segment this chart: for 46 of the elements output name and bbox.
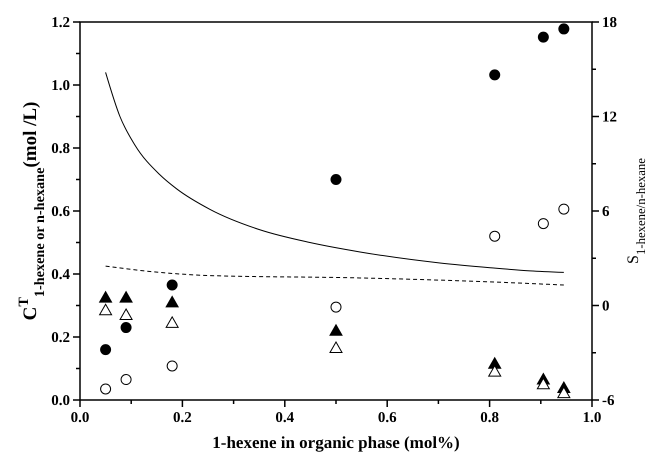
point	[166, 316, 179, 328]
line-series	[105, 266, 564, 286]
y-tick-label: 0.2	[51, 330, 70, 346]
point	[120, 374, 132, 386]
point	[488, 365, 502, 377]
point	[538, 32, 549, 43]
point	[100, 344, 112, 356]
x-axis-title: 1-hexene in organic phase (mol%)	[212, 433, 460, 452]
point	[489, 69, 500, 80]
y2-tick-label: 18	[602, 15, 617, 31]
x-tick-label: 0.2	[173, 410, 192, 426]
y-tick-label: 0.0	[51, 393, 70, 409]
point	[120, 308, 133, 320]
y2-tick-label: 12	[602, 110, 617, 126]
point	[99, 291, 112, 303]
point	[536, 378, 550, 390]
point	[99, 304, 112, 316]
point	[558, 23, 570, 34]
y-tick-label: 1.0	[51, 78, 70, 94]
point	[100, 383, 112, 394]
x-tick-label: 1.0	[582, 410, 602, 426]
y2-tick-label: -6	[602, 393, 615, 409]
x-tick-label: 0.4	[275, 410, 295, 426]
point	[330, 324, 342, 336]
point	[330, 174, 342, 185]
point	[489, 230, 500, 242]
point	[120, 322, 132, 334]
y-tick-label: 1.2	[51, 15, 70, 31]
point	[558, 204, 570, 215]
point	[330, 342, 342, 354]
point	[166, 296, 179, 308]
y-tick-label: 0.6	[51, 204, 70, 220]
y2-tick-label: 0	[602, 298, 610, 314]
point	[330, 302, 342, 313]
point	[120, 291, 133, 303]
x-tick-label: 0.0	[70, 410, 90, 426]
point	[166, 360, 178, 372]
point	[166, 280, 178, 291]
x-tick-label: 0.6	[378, 410, 398, 426]
y-tick-label: 0.4	[51, 267, 70, 283]
point	[557, 386, 570, 398]
y-tick-label: 0.8	[51, 141, 70, 157]
x-tick-label: 0.8	[480, 410, 499, 426]
point	[538, 218, 549, 230]
y2-tick-label: 6	[602, 204, 610, 220]
line-series	[105, 72, 564, 273]
